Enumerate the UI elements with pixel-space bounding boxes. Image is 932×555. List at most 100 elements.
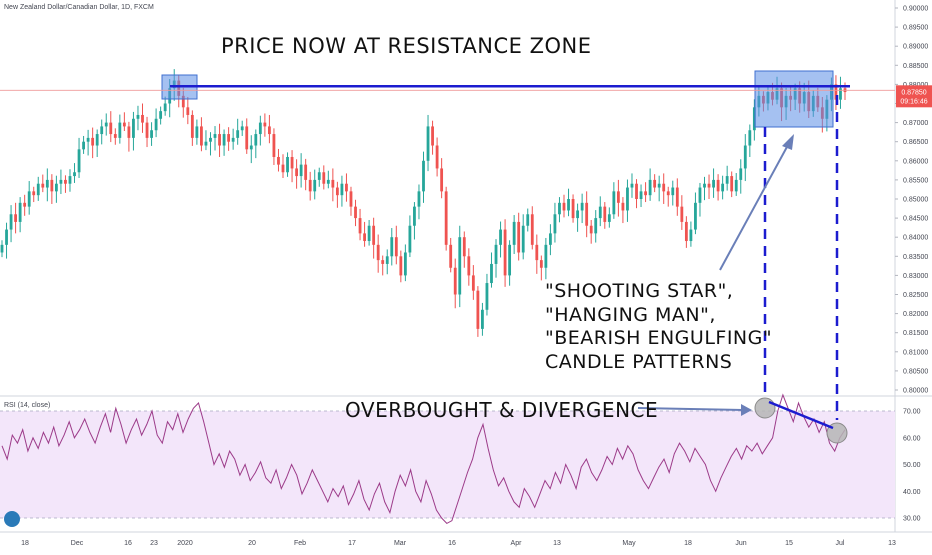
- candle-body: [100, 126, 104, 135]
- candle-body: [159, 111, 163, 119]
- candle-body: [231, 137, 235, 142]
- candle-body: [580, 202, 584, 211]
- candle-body: [544, 244, 548, 268]
- candle-body: [295, 168, 299, 177]
- candle-body: [426, 126, 430, 161]
- overbought-arrow-line: [637, 407, 744, 411]
- candle-body: [272, 134, 276, 157]
- rsi-tick-label: 40.00: [903, 489, 921, 496]
- candle-body: [503, 229, 507, 276]
- candle-body: [517, 221, 521, 253]
- time-tick-label: 16: [124, 540, 132, 547]
- price-tick-label: 0.81000: [903, 349, 928, 356]
- candle-body: [227, 134, 231, 142]
- candle-body: [394, 237, 398, 257]
- candle-body: [77, 149, 81, 173]
- candle-body: [190, 114, 194, 138]
- candle-body: [471, 275, 475, 291]
- price-tick-label: 0.80500: [903, 368, 928, 375]
- candle-body: [535, 244, 539, 261]
- candle-body: [27, 191, 31, 207]
- candle-body: [635, 183, 638, 199]
- candle-body: [730, 176, 734, 192]
- rsi-tick-label: 60.00: [903, 435, 921, 442]
- candle-body: [721, 183, 725, 192]
- candle-body: [64, 179, 67, 184]
- price-badge-value: 0.87850: [901, 89, 926, 96]
- candle-body: [14, 214, 18, 222]
- candle-body: [249, 145, 253, 150]
- candle-body: [367, 225, 371, 242]
- candle-body: [354, 206, 357, 219]
- time-tick-label: 13: [553, 540, 561, 547]
- candle-body: [145, 122, 149, 138]
- candle-body: [122, 122, 126, 127]
- candle-body: [739, 168, 743, 180]
- price-tick-label: 0.89500: [903, 25, 928, 32]
- time-tick-label: Jun: [735, 540, 746, 547]
- time-tick-label: Mar: [394, 540, 407, 547]
- candle-body: [680, 206, 684, 222]
- candle-body: [576, 210, 580, 219]
- candle-body: [725, 176, 729, 184]
- time-tick-label: 18: [684, 540, 692, 547]
- time-tick-label: Feb: [294, 540, 306, 547]
- candle-body: [512, 221, 516, 245]
- price-tick-label: 0.85000: [903, 197, 928, 204]
- candle-body: [335, 187, 339, 196]
- time-tick-label: 13: [888, 540, 896, 547]
- candle-body: [521, 225, 525, 253]
- candle-body: [644, 191, 647, 196]
- candle-body: [476, 290, 480, 329]
- time-tick-label: 18: [21, 540, 29, 547]
- candle-body: [304, 164, 308, 180]
- candle-body: [326, 179, 330, 184]
- pattern-line-1: "SHOOTING STAR",: [545, 280, 734, 302]
- candle-body: [707, 183, 711, 188]
- candle-body: [453, 267, 457, 295]
- candle-body: [313, 179, 317, 192]
- candle-body: [712, 179, 715, 188]
- candle-body: [748, 130, 752, 146]
- price-tick-label: 0.82500: [903, 292, 928, 299]
- candle-body: [95, 134, 99, 146]
- candle-body: [553, 214, 557, 234]
- candle-body: [598, 206, 602, 219]
- candle-body: [68, 176, 72, 184]
- time-tick-label: Jul: [836, 540, 845, 547]
- candle-body: [263, 122, 267, 127]
- rsi-tick-label: 30.00: [903, 516, 921, 523]
- candle-body: [589, 225, 593, 234]
- candle-body: [308, 179, 312, 192]
- candle-body: [417, 191, 421, 207]
- candle-body: [666, 191, 670, 196]
- candle-body: [621, 202, 625, 211]
- candle-body: [281, 164, 285, 173]
- price-tick-label: 0.90000: [903, 6, 928, 13]
- candle-body: [413, 206, 416, 226]
- price-badge: [896, 85, 932, 108]
- candle-body: [467, 256, 471, 276]
- candle-body: [54, 183, 58, 192]
- rsi-tick-label: 70.00: [903, 409, 921, 416]
- candle-body: [612, 191, 616, 215]
- price-tick-label: 0.84500: [903, 216, 928, 223]
- candle-body: [59, 179, 63, 184]
- candle-body: [118, 122, 122, 138]
- candle-body: [616, 191, 620, 203]
- candle-body: [181, 95, 185, 108]
- candle-body: [258, 122, 262, 135]
- tradingview-logo-icon[interactable]: [4, 511, 20, 527]
- candle-body: [331, 179, 335, 188]
- candle-body: [209, 137, 212, 142]
- resistance-zone-right: [754, 70, 834, 128]
- candle-body: [73, 172, 76, 177]
- candle-body: [752, 107, 756, 131]
- candle-patterns-annotation: "SHOOTING STAR", "HANGING MAN", "BEARISH…: [545, 280, 772, 374]
- candle-body: [508, 244, 512, 276]
- price-tick-label: 0.82000: [903, 311, 928, 318]
- candle-body: [358, 218, 362, 234]
- price-badge-countdown: 09:16:46: [900, 98, 927, 105]
- candle-body: [494, 244, 498, 264]
